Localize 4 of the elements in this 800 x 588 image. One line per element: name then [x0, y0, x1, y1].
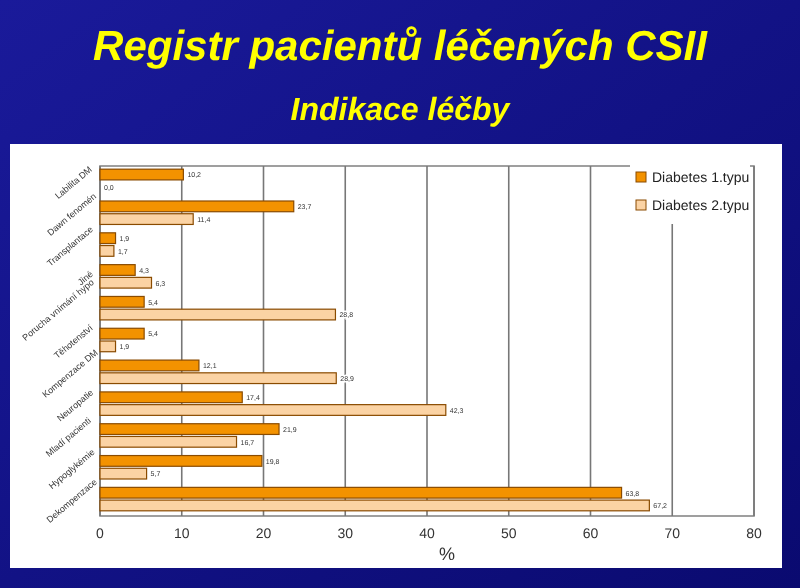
chart-title: Registr pacientů léčených CSII — [93, 24, 710, 70]
x-axis-title: % — [438, 544, 456, 564]
chart-subtitle: Indikace léčby — [290, 94, 512, 128]
bar — [99, 168, 184, 181]
